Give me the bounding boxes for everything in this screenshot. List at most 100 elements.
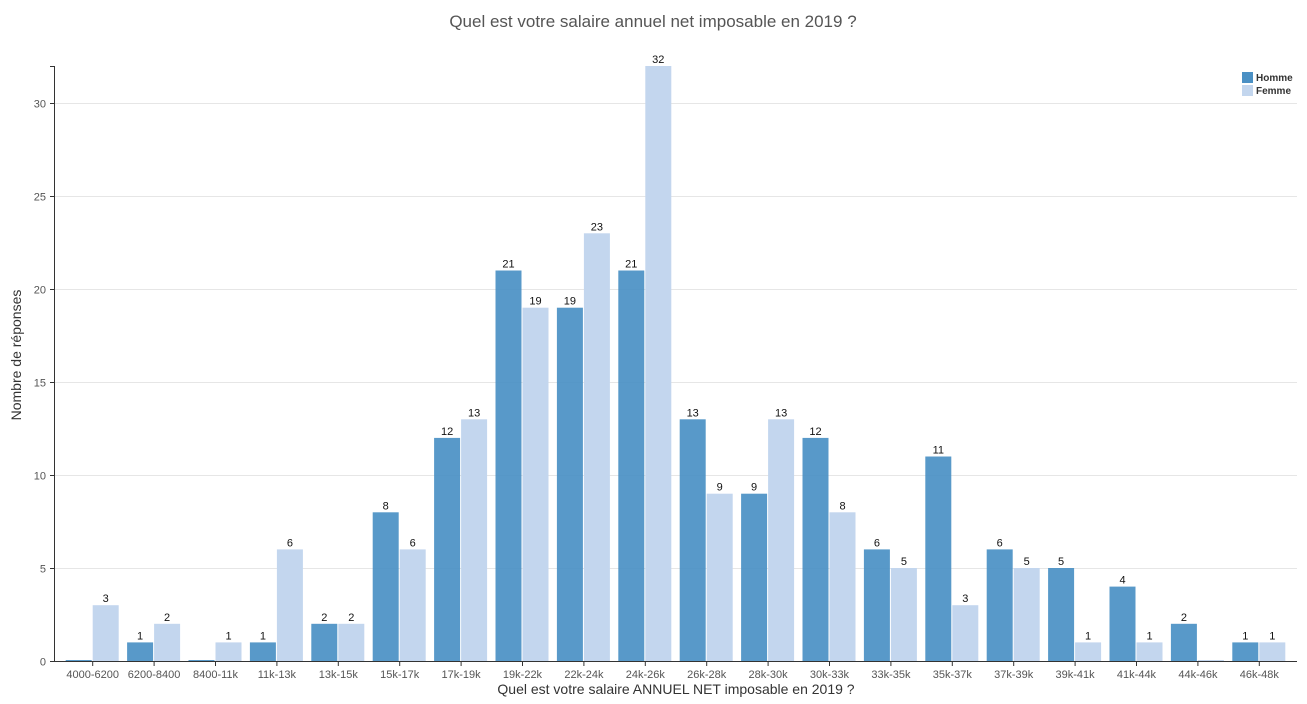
bar-homme — [802, 437, 829, 661]
data-label: 8 — [383, 500, 389, 512]
bar-femme — [461, 419, 488, 661]
bar-femme — [1136, 642, 1163, 661]
bar-homme — [986, 549, 1013, 661]
data-label: 13 — [468, 407, 480, 419]
y-tick-label: 30 — [34, 99, 46, 111]
bar-homme — [618, 270, 645, 661]
x-tick-label: 41k-44k — [1117, 669, 1157, 681]
data-label: 12 — [809, 426, 821, 438]
data-label: 2 — [348, 612, 354, 624]
data-label: 5 — [1024, 556, 1030, 568]
data-label: 8 — [839, 500, 845, 512]
bar-homme — [679, 419, 706, 661]
bar-femme — [706, 493, 733, 661]
bar-homme — [741, 493, 768, 661]
data-label: 21 — [625, 259, 637, 271]
x-tick-label: 30k-33k — [810, 669, 850, 681]
bar-femme — [1075, 642, 1102, 661]
bar-homme — [311, 623, 338, 661]
bar-homme — [1232, 642, 1259, 661]
bar-homme — [1048, 568, 1075, 661]
x-tick-label: 13k-15k — [319, 669, 359, 681]
bar-homme — [556, 307, 583, 661]
x-tick-label: 6200-8400 — [128, 669, 181, 681]
x-tick-label: 44k-46k — [1178, 669, 1218, 681]
x-tick-label: 28k-30k — [749, 669, 789, 681]
bar-femme — [1197, 660, 1224, 661]
bar-femme — [215, 642, 242, 661]
data-label: 6 — [997, 537, 1003, 549]
data-label: 32 — [652, 54, 664, 66]
data-label: 6 — [410, 537, 416, 549]
legend-swatch-homme — [1242, 72, 1253, 83]
x-axis-ticks: 4000-6200 6200-8400 8400-11k 11k-13k 13k-15k… — [66, 661, 1279, 681]
x-tick-label: 24k-26k — [626, 669, 666, 681]
x-tick-label: 39k-41k — [1056, 669, 1096, 681]
chart-title: Quel est votre salaire annuel net imposa… — [449, 12, 856, 31]
data-label: 5 — [1058, 556, 1064, 568]
legend-label-homme: Homme — [1256, 73, 1293, 84]
data-label: 6 — [874, 537, 880, 549]
x-tick-label: 46k-48k — [1240, 669, 1280, 681]
y-tick-label: 20 — [34, 285, 46, 297]
data-label: 3 — [962, 593, 968, 605]
y-axis-ticks: 0 5 10 15 20 25 30 — [34, 66, 54, 669]
bar-femme — [399, 549, 426, 661]
bars — [65, 66, 1286, 662]
bar-homme — [249, 642, 276, 661]
bar-homme — [863, 549, 890, 661]
bar-homme — [188, 660, 215, 661]
x-tick-label: 26k-28k — [687, 669, 727, 681]
data-label: 1 — [1242, 630, 1248, 642]
x-tick-label: 35k-37k — [933, 669, 973, 681]
data-label: 1 — [225, 630, 231, 642]
y-tick-label: 5 — [40, 564, 46, 576]
bar-femme — [890, 568, 917, 661]
data-label: 19 — [564, 296, 576, 308]
x-tick-label: 19k-22k — [503, 669, 543, 681]
data-label: 1 — [260, 630, 266, 642]
legend-swatch-femme — [1242, 85, 1253, 96]
bar-femme — [829, 512, 856, 662]
legend[interactable]: Homme Femme — [1242, 72, 1293, 97]
data-label: 13 — [687, 407, 699, 419]
data-label: 5 — [901, 556, 907, 568]
data-label: 1 — [137, 630, 143, 642]
y-tick-label: 25 — [34, 192, 46, 204]
x-tick-label: 17k-19k — [442, 669, 482, 681]
bar-femme — [154, 623, 181, 661]
x-tick-label: 4000-6200 — [66, 669, 119, 681]
x-tick-label: 8400-11k — [193, 669, 239, 681]
data-label: 23 — [591, 221, 603, 233]
bar-homme — [925, 456, 952, 661]
data-label: 6 — [287, 537, 293, 549]
bar-homme — [434, 437, 461, 661]
bar-homme — [372, 512, 399, 662]
data-label: 1 — [1085, 630, 1091, 642]
x-axis-title: Quel est votre salaire ANNUEL NET imposa… — [497, 681, 854, 697]
data-label: 19 — [529, 296, 541, 308]
bar-femme — [768, 419, 795, 661]
x-tick-label: 15k-17k — [380, 669, 420, 681]
data-label: 4 — [1119, 575, 1125, 587]
bar-femme — [1013, 568, 1040, 661]
x-tick-label: 33k-35k — [871, 669, 911, 681]
bar-homme — [495, 270, 522, 661]
data-label: 2 — [164, 612, 170, 624]
bar-femme — [1259, 642, 1286, 661]
y-axis-title: Nombre de réponses — [8, 290, 24, 421]
legend-label-femme: Femme — [1256, 86, 1291, 97]
bar-femme — [276, 549, 303, 661]
bar-homme — [1170, 623, 1197, 661]
data-label: 11 — [933, 445, 944, 457]
bar-homme — [65, 660, 92, 661]
data-label: 1 — [1269, 630, 1275, 642]
data-label: 2 — [321, 612, 327, 624]
x-tick-label: 37k-39k — [994, 669, 1034, 681]
bar-femme — [583, 233, 610, 662]
bar-femme — [92, 605, 119, 661]
x-tick-label: 22k-24k — [564, 669, 604, 681]
data-label: 9 — [717, 482, 723, 494]
